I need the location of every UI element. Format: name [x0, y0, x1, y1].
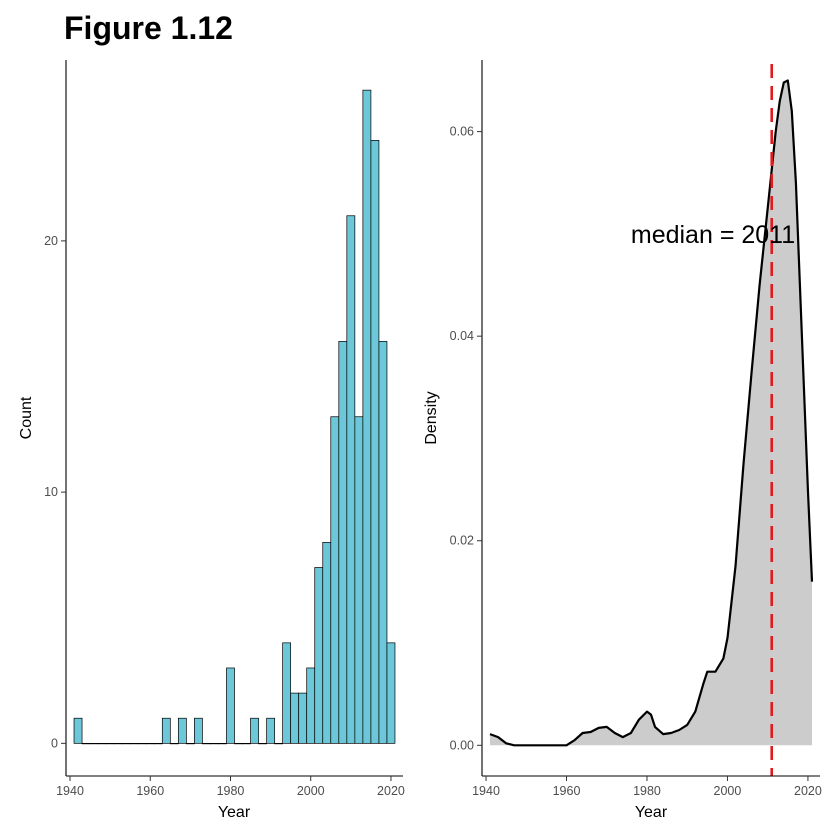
density-x-tick-label: 1960 — [553, 784, 581, 798]
histogram-x-tick-label: 1960 — [136, 784, 164, 798]
density-y-tick-label: 0.06 — [450, 125, 474, 139]
histogram-bar — [161, 717, 171, 744]
histogram-bar — [290, 692, 300, 744]
histogram-bar — [145, 742, 155, 745]
histogram-bar — [105, 742, 115, 745]
histogram-bar — [274, 742, 283, 745]
density-y-axis-label: Density — [423, 391, 440, 444]
density-x-tick-label: 1980 — [633, 784, 661, 798]
histogram-y-tick-label: 20 — [44, 234, 58, 248]
density-plot — [489, 64, 814, 776]
histogram-bar — [113, 742, 123, 745]
histogram-bar — [81, 742, 91, 745]
histogram-x-axis-label: Year — [218, 804, 251, 821]
histogram-bar — [282, 642, 292, 744]
histogram-bar — [330, 416, 340, 744]
histogram-bar — [186, 742, 195, 745]
histogram-bar — [129, 742, 139, 745]
histogram-bar — [386, 642, 396, 744]
histogram-bar — [210, 742, 219, 745]
histogram-axes: 1940 1960 1980 2000 2020 0 10 20 — [44, 60, 405, 798]
histogram-bar — [89, 742, 99, 745]
histogram-bar — [97, 742, 107, 745]
histogram-bar — [202, 742, 211, 745]
histogram-bar — [266, 717, 275, 744]
histogram-bar — [346, 215, 356, 744]
histogram-bar — [194, 717, 203, 744]
density-x-tick-label: 2000 — [714, 784, 742, 798]
histogram-y-tick-label: 0 — [51, 736, 58, 750]
histogram-bar — [250, 717, 259, 744]
density-panel: 1940 1960 1980 2000 2020 0.00 0.02 0.04 0.06 Yea… — [423, 60, 822, 821]
figure-title: Figure 1.12 — [64, 10, 233, 46]
histogram-bar — [322, 542, 332, 744]
histogram-bar — [298, 692, 308, 744]
density-y-tick-label: 0.02 — [450, 534, 474, 548]
histogram-x-tick-label: 2020 — [377, 784, 405, 798]
histogram-bar — [378, 341, 388, 744]
histogram-bar — [258, 742, 267, 745]
histogram-bar — [354, 416, 364, 744]
density-y-tick-label: 0.00 — [450, 738, 474, 752]
histogram-bar — [370, 140, 380, 744]
histogram-bar — [121, 742, 131, 745]
histogram-y-axis-label: Count — [18, 396, 35, 439]
histogram-bar — [169, 742, 179, 745]
density-area — [490, 80, 812, 746]
density-y-tick-label: 0.04 — [450, 329, 474, 343]
histogram-bar — [226, 667, 235, 744]
histogram-bar — [177, 717, 187, 744]
histogram-bar — [137, 742, 147, 745]
histogram-bar — [153, 742, 163, 745]
histogram-x-tick-label: 1940 — [56, 784, 84, 798]
histogram-bar — [314, 567, 324, 744]
density-curve — [489, 79, 814, 747]
histogram-bar — [218, 742, 227, 745]
histogram-bar — [242, 742, 251, 745]
median-annotation: median = 2011 — [631, 221, 795, 249]
histogram-bar — [306, 667, 316, 744]
density-axes: 1940 1960 1980 2000 2020 0.00 0.02 0.04 0.06 — [450, 60, 822, 798]
density-x-tick-label: 2020 — [794, 784, 822, 798]
density-x-tick-label: 1940 — [472, 784, 500, 798]
histogram-bar — [234, 742, 243, 745]
histogram-x-tick-label: 2000 — [297, 784, 325, 798]
histogram-x-tick-label: 1980 — [217, 784, 245, 798]
histogram-bars — [73, 89, 396, 745]
density-x-axis-label: Year — [635, 804, 668, 821]
histogram-bar — [362, 89, 372, 744]
histogram-bar — [338, 341, 348, 744]
histogram-bar — [73, 717, 83, 744]
histogram-panel: 1940 1960 1980 2000 2020 0 10 20 Year Count — [18, 60, 405, 821]
histogram-y-tick-label: 10 — [44, 485, 58, 499]
